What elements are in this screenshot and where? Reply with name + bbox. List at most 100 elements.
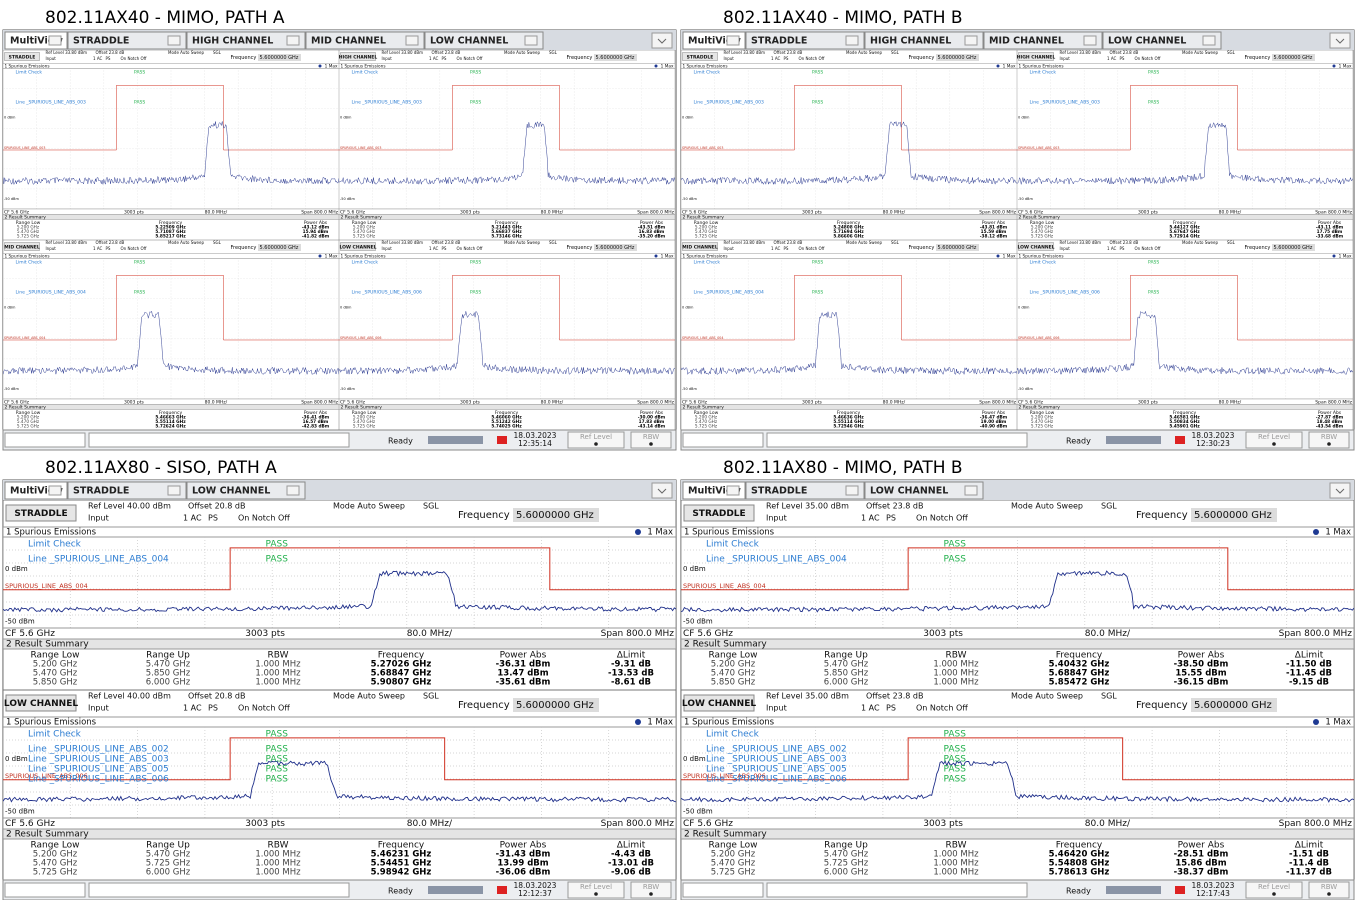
- tab-label[interactable]: LOW CHANNEL: [870, 486, 948, 497]
- frequency-label: Frequency: [1136, 700, 1188, 711]
- channel-button[interactable]: [5, 504, 77, 522]
- offset: Offset 23.8 dB: [432, 50, 461, 55]
- pass: PASS: [134, 70, 145, 76]
- frequency-value: 5.6000000 GHz: [260, 245, 299, 251]
- frequency-box: [936, 54, 979, 61]
- dropdown[interactable]: [1329, 482, 1351, 499]
- summary-bar: [681, 404, 1017, 410]
- tab-label[interactable]: HIGH CHANNEL: [870, 36, 951, 47]
- tab-close[interactable]: [1202, 35, 1216, 46]
- status-button-label[interactable]: RBW: [643, 883, 659, 891]
- status-button[interactable]: [1245, 431, 1303, 449]
- status-button[interactable]: [1308, 431, 1350, 449]
- tab-close[interactable]: [286, 485, 300, 496]
- tab-close[interactable]: [964, 35, 978, 46]
- tab-label[interactable]: STRADDLE: [73, 36, 129, 47]
- status-button[interactable]: [630, 431, 672, 449]
- channel-button[interactable]: [682, 242, 718, 251]
- tab-label[interactable]: HIGH CHANNEL: [192, 36, 273, 47]
- dropdown[interactable]: [651, 32, 673, 49]
- tab[interactable]: [186, 481, 306, 500]
- tab-label[interactable]: MultiView: [10, 36, 63, 47]
- dropdown[interactable]: [1329, 32, 1351, 49]
- status-button[interactable]: [1308, 881, 1350, 899]
- trace-dot: [1313, 719, 1319, 725]
- tab-close[interactable]: [48, 485, 62, 496]
- status-button-label[interactable]: RBW: [1321, 883, 1337, 891]
- limit-name: SPURIOUS_LINE_ABS_003: [340, 146, 381, 150]
- tab-label[interactable]: LOW CHANNEL: [1108, 36, 1186, 47]
- line-label: Line _SPURIOUS_LINE_ABS_003: [16, 100, 87, 106]
- channel-button[interactable]: [340, 242, 376, 251]
- status-button-label[interactable]: RBW: [643, 433, 659, 441]
- tab-label[interactable]: STRADDLE: [751, 36, 807, 47]
- status-button-label[interactable]: RBW: [1321, 433, 1337, 441]
- tab[interactable]: [864, 31, 984, 50]
- status-button[interactable]: [630, 881, 672, 899]
- footer-bar: [339, 208, 675, 215]
- dropdown-arrow: [1335, 38, 1345, 44]
- frequency-value: 5.6000000 GHz: [1274, 55, 1313, 61]
- tab[interactable]: [67, 481, 187, 500]
- tab-close[interactable]: [964, 485, 978, 496]
- tab-label[interactable]: STRADDLE: [751, 486, 807, 497]
- pass: PASS: [265, 554, 288, 564]
- frequency-value: 5.6000000 GHz: [260, 55, 299, 61]
- trace-max: 1 Max: [325, 64, 338, 70]
- status-button[interactable]: [567, 431, 625, 449]
- column-header: Frequency: [1056, 841, 1103, 851]
- tab[interactable]: [745, 481, 865, 500]
- tab-label[interactable]: LOW CHANNEL: [192, 486, 270, 497]
- tab[interactable]: [745, 31, 865, 50]
- tab-label[interactable]: MultiView: [688, 36, 741, 47]
- tab-label[interactable]: STRADDLE: [73, 486, 129, 497]
- tab[interactable]: [424, 31, 544, 50]
- tab-label[interactable]: MID CHANNEL: [989, 36, 1064, 47]
- tab-label[interactable]: LOW CHANNEL: [430, 36, 508, 47]
- channel-button[interactable]: [683, 694, 755, 712]
- tab[interactable]: [983, 31, 1103, 50]
- tab-close[interactable]: [167, 485, 181, 496]
- tab-close[interactable]: [845, 485, 859, 496]
- tab-close[interactable]: [726, 35, 740, 46]
- tab-label[interactable]: MID CHANNEL: [311, 36, 386, 47]
- tab-close[interactable]: [167, 35, 181, 46]
- tab-close[interactable]: [524, 35, 538, 46]
- dropdown[interactable]: [651, 482, 673, 499]
- status-button[interactable]: [1245, 881, 1303, 899]
- tab-close[interactable]: [48, 35, 62, 46]
- column-header: Power Abs: [1318, 410, 1342, 416]
- channel-button[interactable]: [5, 694, 77, 712]
- tab[interactable]: [1102, 31, 1222, 50]
- tab[interactable]: [305, 31, 425, 50]
- channel-button[interactable]: [4, 242, 40, 251]
- status-button-label[interactable]: Ref Level: [1258, 433, 1290, 441]
- status-button[interactable]: [567, 881, 625, 899]
- channel-button[interactable]: [682, 52, 718, 61]
- tab[interactable]: [864, 481, 984, 500]
- column-header: Power Abs: [500, 651, 547, 661]
- channel-button[interactable]: [1018, 242, 1054, 251]
- tab-close[interactable]: [726, 485, 740, 496]
- channel-button[interactable]: [4, 52, 40, 61]
- status-button-label[interactable]: Ref Level: [580, 883, 612, 891]
- limit-check: Limit Check: [28, 540, 82, 550]
- channel-button[interactable]: [1018, 52, 1054, 61]
- status-date: 18.03.2023: [1192, 881, 1235, 890]
- tab-label[interactable]: MultiView: [10, 486, 63, 497]
- tab[interactable]: [67, 31, 187, 50]
- channel-button[interactable]: [340, 52, 376, 61]
- tab-close[interactable]: [1083, 35, 1097, 46]
- status-button-label[interactable]: Ref Level: [580, 433, 612, 441]
- tab-close[interactable]: [286, 35, 300, 46]
- panel: MID CHANNEL Ref Level 33.80 dBm Offset 23.…: [3, 240, 339, 430]
- tab-close[interactable]: [845, 35, 859, 46]
- input: Input: [766, 514, 787, 523]
- channel-name: LOW CHANNEL: [1017, 244, 1054, 250]
- tab-label[interactable]: MultiView: [688, 486, 741, 497]
- tab-close[interactable]: [405, 35, 419, 46]
- channel-button[interactable]: [683, 504, 755, 522]
- footer-text: 3003 pts: [245, 819, 285, 829]
- tab[interactable]: [186, 31, 306, 50]
- status-button-label[interactable]: Ref Level: [1258, 883, 1290, 891]
